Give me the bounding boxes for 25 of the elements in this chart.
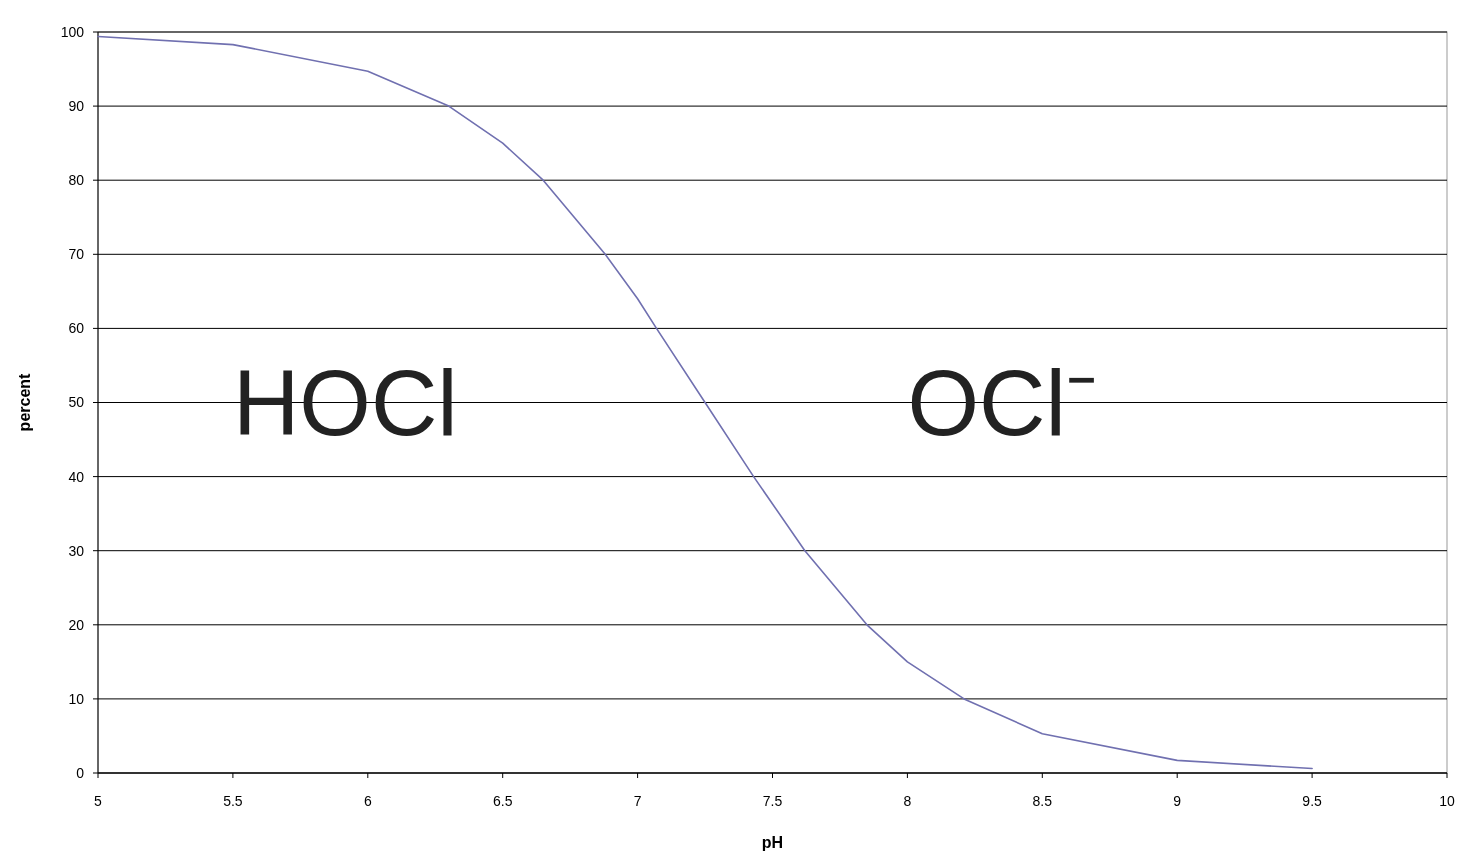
x-tick-label: 8.5 [1032,793,1053,809]
y-tick-label: 80 [68,172,85,189]
x-tick-label: 9.5 [1302,793,1323,809]
y-tick-label: 40 [68,468,85,485]
y-tick-label: 50 [68,394,85,411]
y-tick-label: 70 [68,246,85,263]
x-tick-label: 6 [363,793,372,809]
x-tick-label: 6.5 [492,793,513,809]
y-tick-label: 100 [60,23,85,40]
y-tick-label: 10 [68,690,85,707]
x-tick-label: 7.5 [762,793,783,809]
x-tick-label: 8 [903,793,912,809]
x-axis-title: pH [761,834,784,851]
x-tick-label: 7 [633,793,642,809]
y-tick-label: 20 [68,616,85,633]
y-tick-label: 30 [68,542,85,559]
x-tick-label: 5.5 [223,793,243,809]
y-axis-title: percent [16,372,33,432]
line-series [97,35,1313,770]
y-tick-label: 60 [68,320,85,337]
y-tick-label: 0 [76,764,85,781]
x-tick-label: 5 [94,793,103,809]
x-tick-label: 10 [1439,793,1455,809]
x-tick-label: 9 [1173,793,1182,809]
y-tick-label: 90 [68,98,85,114]
